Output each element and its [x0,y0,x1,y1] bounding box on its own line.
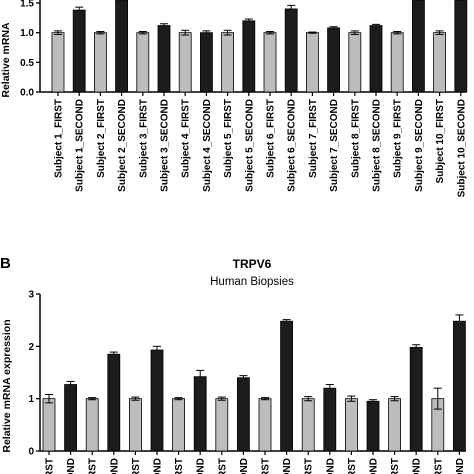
b-bar [409,346,423,452]
a-bar [115,0,128,93]
a-x-tick-label: Subject 4_FIRST [181,99,192,178]
a-bar [221,32,235,93]
panel-b-title: TRPV6 [233,257,272,271]
a-x-tick-label: Subject 7_FIRST [308,99,319,178]
a-x-tick-label: Subject 1_FIRST [54,99,65,178]
b-y-tick-label: 3 [28,290,34,301]
b-x-tick-label: OND [153,458,164,474]
b-x-tick-label: RST [174,458,185,474]
a-x-tick-label: Subject 3_SECOND [160,99,171,192]
b-x-tick-label: OND [455,458,466,474]
a-x-tick-label: Subject 5_FIRST [223,99,234,178]
b-y-tick-label: 1 [28,394,34,405]
b-bar [107,353,121,452]
b-bar [150,349,164,452]
b-bar [193,376,207,452]
b-x-tick-label: OND [196,458,207,474]
a-x-tick-label: Subject 10_FIRST [435,99,446,183]
a-x-tick-label: Subject 9_SECOND [414,99,425,192]
a-y-tick-label: 1.5 [20,0,34,10]
a-x-tick-label: Subject 8_SECOND [372,99,383,192]
b-bar [388,398,402,452]
a-bar [136,32,150,93]
a-x-tick-label: Subject 7_SECOND [329,99,340,192]
b-x-tick-label: OND [325,458,336,474]
b-bar [172,398,186,452]
b-bar [128,398,142,452]
a-bar [51,32,65,93]
a-bar [390,32,404,93]
panel-b-label: B [0,255,11,272]
b-x-tick-label: OND [66,458,77,474]
a-x-tick-label: Subject 10_SECOND [456,99,467,197]
a-bar [263,32,277,93]
a-bar [348,32,362,93]
a-y-tick-label: 0.0 [20,88,34,99]
a-bar [433,32,447,93]
a-bar [72,9,86,93]
a-bar [199,32,213,93]
b-bar [64,384,77,452]
a-x-tick-label: Subject 1_SECOND [75,99,86,192]
b-x-tick-label: OND [239,458,250,474]
b-x-tick-label: RST [433,458,444,474]
panel-b: B TRPV6 Human Biopsies Relative mRNA exp… [0,255,466,474]
a-bar [94,32,107,93]
a-x-tick-label: Subject 6_FIRST [266,99,277,178]
panel-b-subtitle: Human Biopsies [210,276,294,288]
a-bar [284,8,298,93]
b-x-tick-label: RST [390,458,401,474]
b-bar [301,398,315,452]
b-bar [42,398,56,452]
b-x-tick-label: RST [217,458,228,474]
a-bar [305,32,319,93]
panel-a: Relative mRNA 0.0 0.5 1.0 1.5 Subject 1_FIR… [0,0,467,197]
a-bar [327,27,341,93]
a-bar [178,32,192,93]
b-x-tick-label: OND [109,458,120,474]
a-y-tick-label: 1.0 [20,28,34,39]
a-x-tick-label: Subject 2_SECOND [117,99,128,192]
a-x-tick-label: Subject 3_FIRST [138,99,149,178]
b-bar [85,398,99,452]
b-bar [344,398,358,452]
b-x-tick-label: RST [45,458,56,474]
b-x-tick-label: RST [261,458,272,474]
b-bar [452,320,466,452]
b-x-tick-label: OND [412,458,423,474]
b-x-tick-label: RST [304,458,315,474]
b-x-tick-label: OND [369,458,380,474]
b-bar [366,400,380,452]
b-y-tick-label: 0 [28,447,34,458]
b-bar [258,398,272,452]
a-bar [454,0,468,93]
a-x-tick-label: Subject 4_SECOND [202,99,213,192]
b-bar [323,387,337,452]
b-bar [236,377,250,452]
a-x-tick-label: Subject 5_SECOND [244,99,255,192]
b-x-tick-label: RST [88,458,99,474]
panel-a-y-axis-label: Relative mRNA [0,22,12,98]
a-x-tick-label: Subject 9_FIRST [393,99,404,178]
a-x-tick-label: Subject 6_SECOND [287,99,298,192]
b-y-tick-label: 2 [28,342,34,353]
a-bar [369,25,383,93]
panel-b-y-axis-label: Relative mRNA expression [1,319,13,452]
a-bar [242,20,256,93]
a-y-tick-label: 0.5 [20,58,34,69]
b-bar [280,320,294,452]
b-bar [215,398,229,452]
b-x-tick-label: RST [131,458,142,474]
a-bar [157,25,171,93]
a-x-tick-label: Subject 2_FIRST [96,99,107,178]
a-bar [411,0,425,93]
a-x-tick-label: Subject 8_FIRST [350,99,361,178]
b-x-tick-label: RST [347,458,358,474]
b-x-tick-label: OND [282,458,293,474]
